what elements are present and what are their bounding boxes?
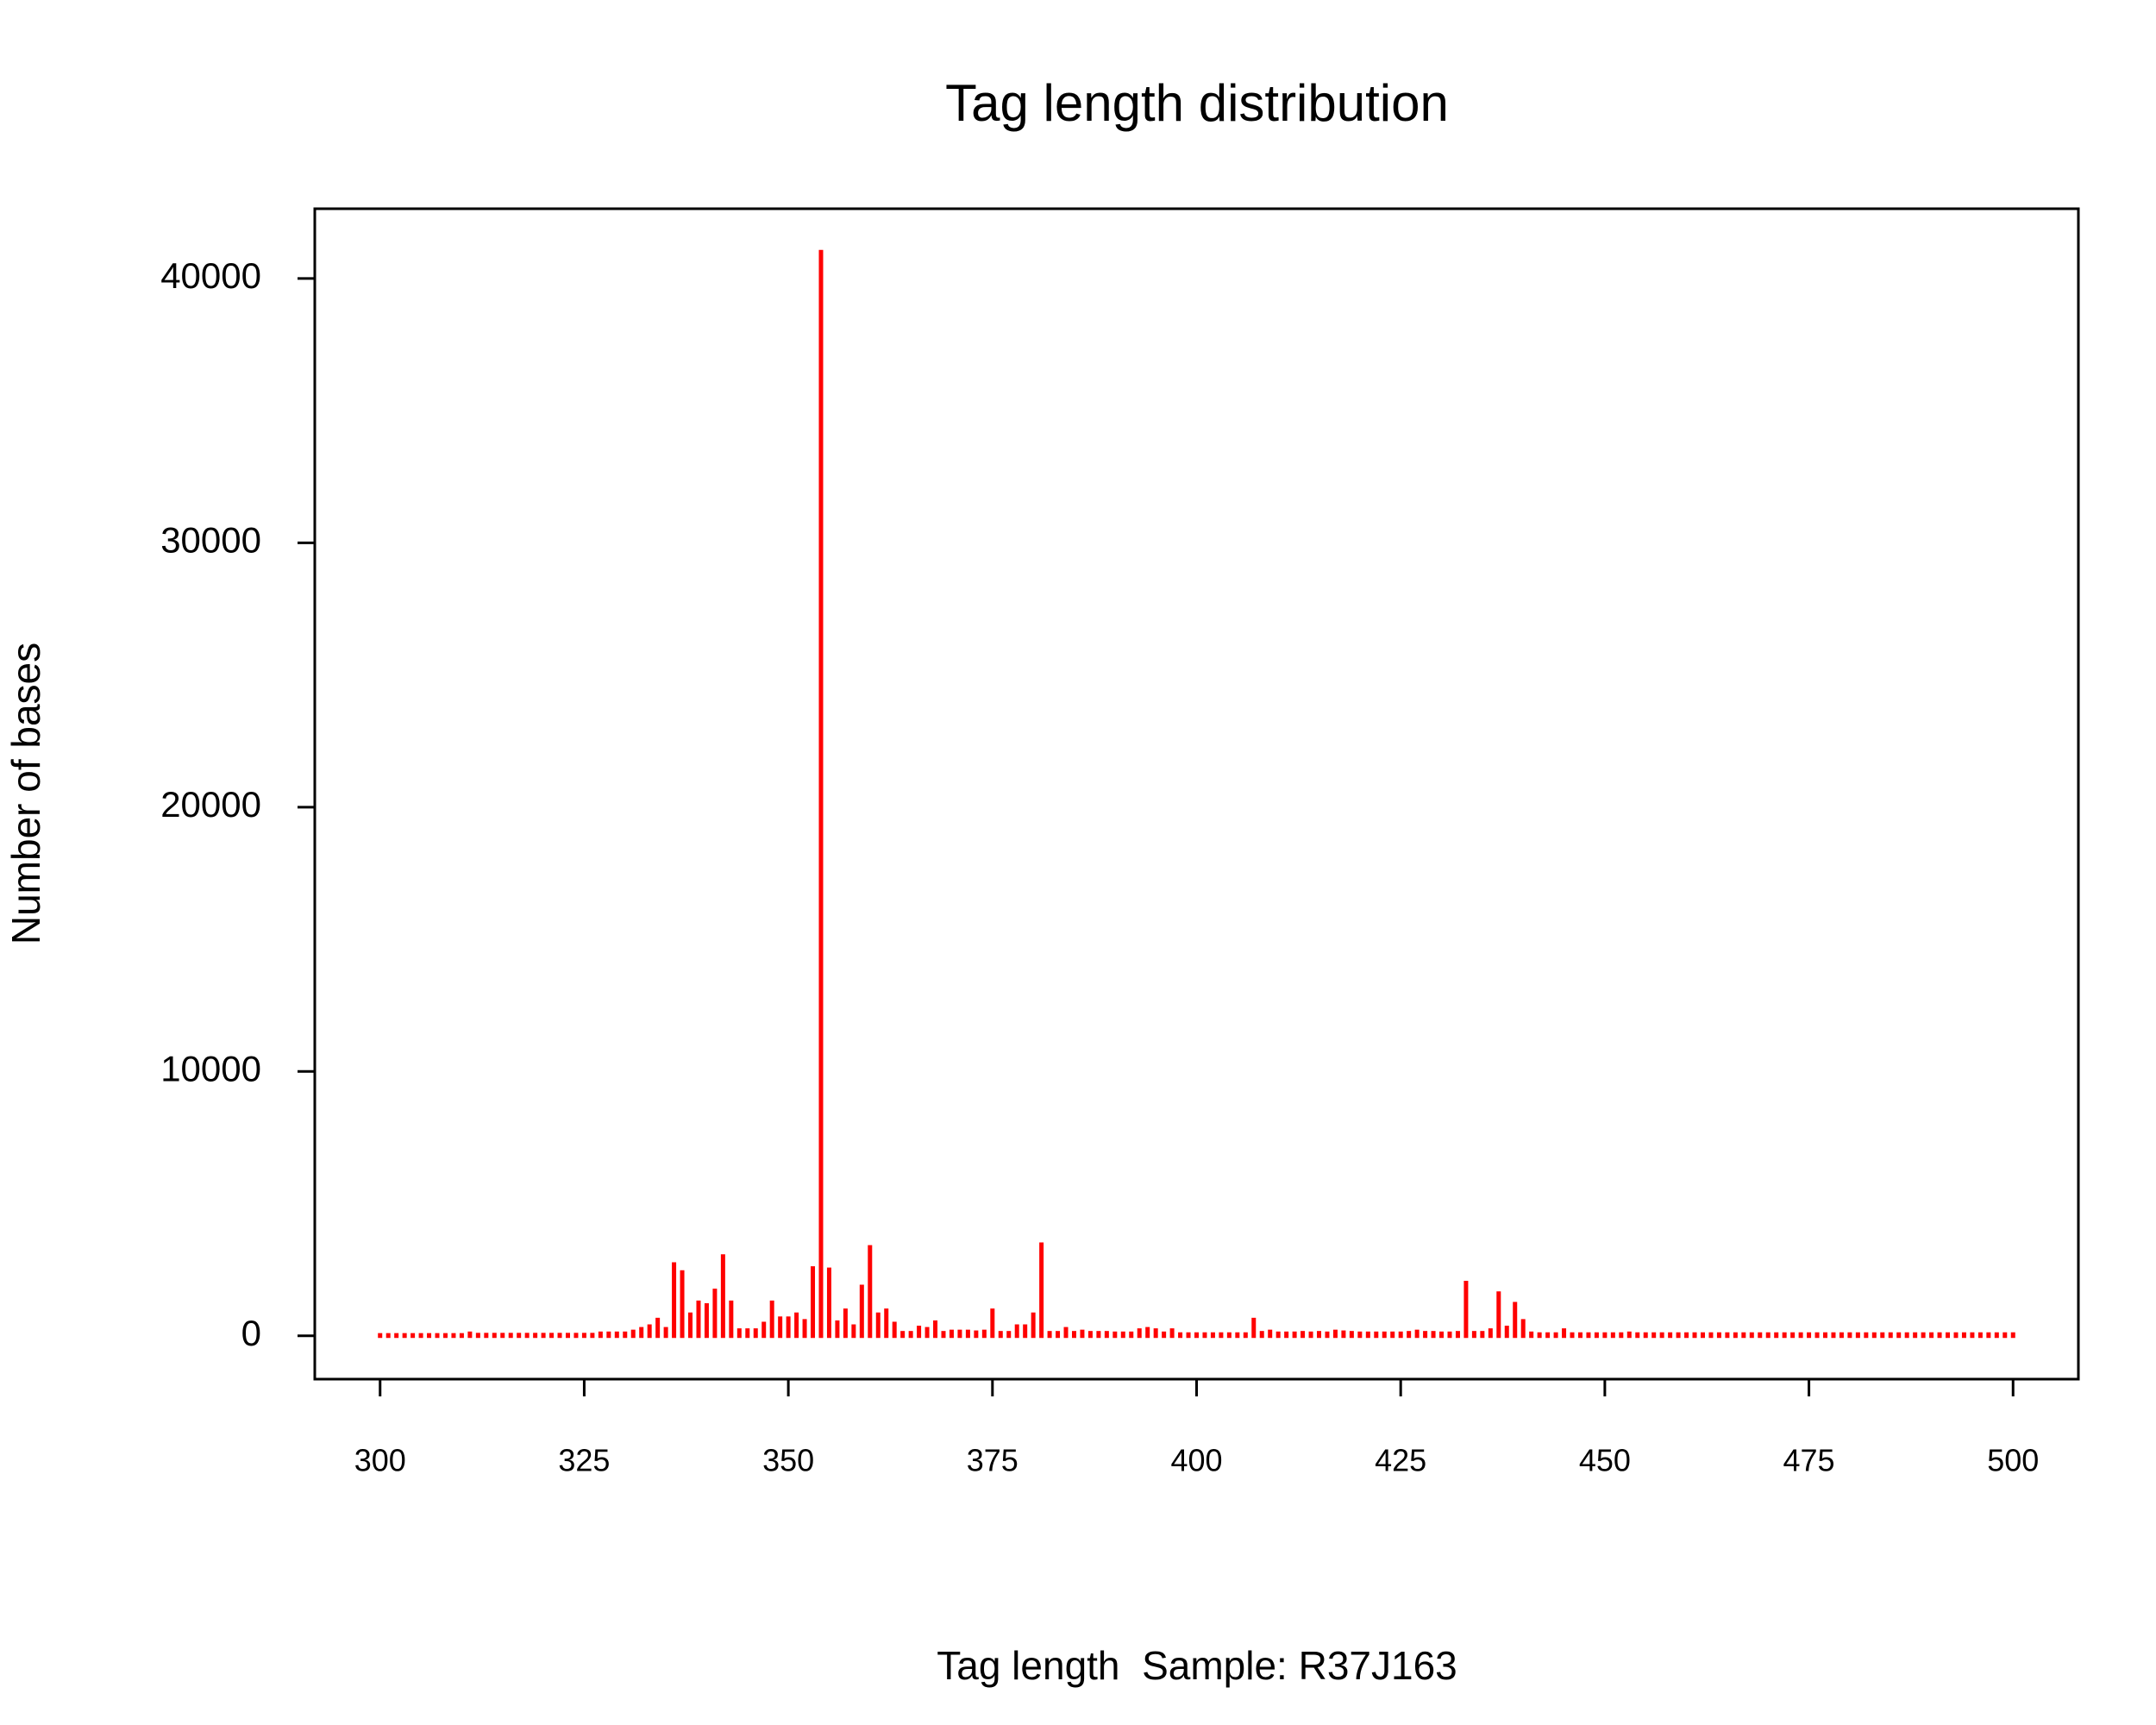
plot-frame bbox=[313, 207, 2080, 1381]
x-tick-label: 350 bbox=[762, 1443, 814, 1478]
y-tick-label: 40000 bbox=[160, 255, 261, 296]
y-axis-label: Number of bases bbox=[3, 643, 48, 944]
x-tick-label: 500 bbox=[1987, 1443, 2039, 1478]
x-axis-label: Tag length Sample: R37J163 bbox=[937, 1643, 1457, 1688]
chart-title: Tag length distribution bbox=[945, 74, 1449, 132]
y-tick-label: 20000 bbox=[160, 784, 261, 825]
y-tick-label: 10000 bbox=[160, 1048, 261, 1088]
x-tick-label: 400 bbox=[1170, 1443, 1222, 1478]
x-tick-label: 325 bbox=[558, 1443, 610, 1478]
y-tick-label: 30000 bbox=[160, 519, 261, 560]
x-tick-label: 450 bbox=[1579, 1443, 1631, 1478]
x-tick-label: 425 bbox=[1375, 1443, 1426, 1478]
x-tick-label: 300 bbox=[354, 1443, 406, 1478]
x-tick-label: 375 bbox=[967, 1443, 1018, 1478]
y-tick-label: 0 bbox=[241, 1313, 261, 1353]
x-tick-label: 475 bbox=[1783, 1443, 1835, 1478]
